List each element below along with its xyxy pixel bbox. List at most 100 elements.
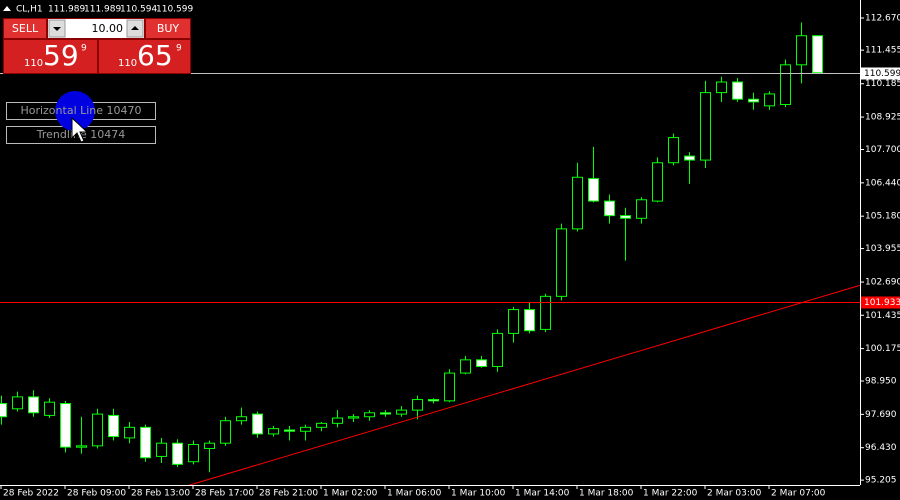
- x-tick-label: 2 Mar 07:00: [771, 489, 826, 499]
- candle-body: [700, 92, 711, 161]
- volume-input[interactable]: [48, 19, 144, 38]
- y-tick-label: 100.175: [865, 344, 900, 354]
- ohlc-close: 110.599: [156, 5, 193, 15]
- candle-body: [508, 309, 519, 334]
- sell-button[interactable]: [4, 19, 46, 38]
- candle-body: [444, 372, 455, 402]
- y-tick-label: 105.180: [865, 212, 900, 222]
- candle-body: [620, 215, 631, 219]
- sell-label: SELL: [12, 22, 39, 35]
- x-tick-label: 1 Mar 22:00: [643, 489, 698, 499]
- candle-body: [716, 81, 727, 94]
- y-tick-label: 101.435: [865, 311, 900, 321]
- y-tick-label: 96.430: [865, 443, 897, 453]
- buy-label: BUY: [157, 22, 180, 35]
- ohlc-open: 111.989: [48, 5, 85, 15]
- candle-body: [476, 359, 487, 367]
- candle-body: [300, 426, 311, 432]
- y-tick-label: 110.185: [865, 79, 900, 89]
- symbol: CL,H1: [16, 5, 43, 15]
- x-tick-label: 2 Mar 03:00: [707, 489, 762, 499]
- candle-body: [28, 396, 39, 414]
- candle-body: [412, 399, 423, 411]
- candle-body: [812, 35, 823, 74]
- candle-body: [588, 178, 599, 202]
- candle-body: [140, 426, 151, 459]
- bid-main: 59: [43, 39, 79, 72]
- candle-body: [12, 396, 23, 410]
- x-tick-label: 1 Mar 14:00: [515, 489, 570, 499]
- candle-body: [108, 414, 119, 438]
- candle-body: [604, 200, 615, 217]
- x-tick-label: 28 Feb 09:00: [67, 489, 126, 499]
- ask-big: 110: [118, 58, 137, 69]
- candle-body: [732, 81, 743, 100]
- candle-body: [748, 98, 759, 103]
- buy-button[interactable]: [146, 19, 190, 38]
- collapse-icon[interactable]: [3, 6, 11, 11]
- object-label[interactable]: Horizontal Line 10470: [20, 104, 141, 117]
- ask-main: 65: [137, 39, 173, 72]
- x-tick-label: 1 Mar 06:00: [387, 489, 442, 499]
- candle-body: [60, 403, 71, 448]
- x-tick-label: 1 Mar 02:00: [323, 489, 378, 499]
- candle-body: [636, 199, 647, 219]
- y-tick-label: 111.455: [865, 46, 900, 56]
- candle-body: [540, 295, 551, 330]
- candle-body: [652, 162, 663, 202]
- candle-body: [492, 332, 503, 367]
- price-label: 101.933: [864, 298, 900, 308]
- mouse-cursor: [71, 116, 89, 143]
- y-tick-label: 112.670: [865, 13, 900, 23]
- down-arrow: [53, 27, 61, 31]
- x-tick-label: 28 Feb 17:00: [195, 489, 254, 499]
- y-tick-label: 102.690: [865, 278, 900, 288]
- candle-body: [0, 403, 7, 418]
- ask-small: 9: [176, 44, 182, 54]
- trendline: [189, 284, 861, 486]
- bid-big: 110: [24, 58, 43, 69]
- y-tick-label: 108.925: [865, 113, 900, 123]
- candle-body: [316, 422, 327, 428]
- ohlc-low: 110.594: [120, 5, 157, 15]
- candle-body: [684, 155, 695, 161]
- candle-body: [172, 442, 183, 465]
- x-tick-label: 1 Mar 18:00: [579, 489, 634, 499]
- ask-box[interactable]: [99, 40, 190, 73]
- candle-body: [572, 176, 583, 230]
- candle-body: [380, 412, 391, 415]
- candle-body: [76, 445, 87, 448]
- candle-body: [780, 64, 791, 106]
- candle-body: [124, 426, 135, 439]
- x-tick-label: 28 Feb 21:00: [259, 489, 318, 499]
- candle-body: [348, 416, 359, 419]
- y-tick-label: 103.955: [865, 244, 900, 254]
- candle-body: [556, 228, 567, 297]
- bid-box[interactable]: [4, 40, 97, 73]
- candle-body: [796, 35, 807, 66]
- candle-body: [156, 442, 167, 457]
- ohlc-high: 111.989: [84, 5, 121, 15]
- candle-body: [188, 444, 199, 463]
- x-tick-label: 28 Feb 2022: [3, 489, 59, 499]
- candle-body: [764, 93, 775, 107]
- y-tick-label: 107.700: [865, 145, 900, 155]
- candle-body: [284, 429, 295, 432]
- trade-panel: SELL 10.00 BUY 110 59 9 110 65 9: [3, 18, 191, 74]
- y-tick-label: 97.690: [865, 410, 897, 420]
- x-tick-label: 28 Feb 13:00: [131, 489, 190, 499]
- candle-body: [364, 412, 375, 418]
- candle-body: [44, 401, 55, 416]
- candle-body: [428, 399, 439, 402]
- candle-body: [668, 137, 679, 164]
- y-tick-label: 106.440: [865, 178, 900, 188]
- up-arrow: [131, 26, 139, 30]
- y-tick-label: 98.950: [865, 377, 897, 387]
- candle-body: [220, 420, 231, 444]
- candle-body: [268, 428, 279, 435]
- y-tick-label: 95.205: [865, 476, 897, 486]
- x-tick-label: 1 Mar 10:00: [451, 489, 506, 499]
- bid-small: 9: [81, 44, 87, 54]
- volume-value: 10.00: [92, 22, 124, 35]
